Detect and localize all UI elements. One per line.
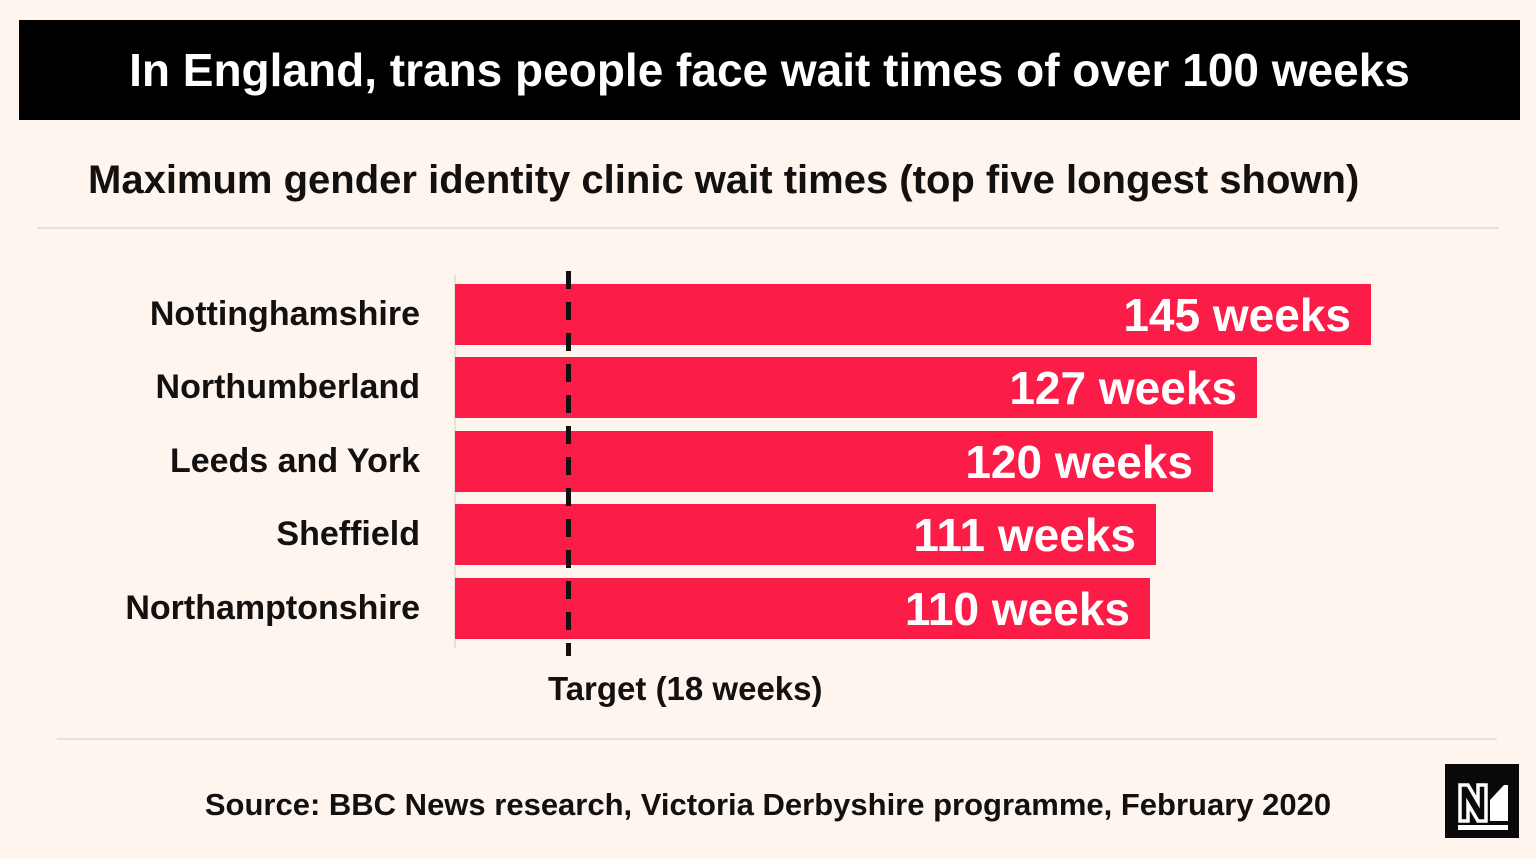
target-label: Target (18 weeks) <box>548 670 823 707</box>
value-label: 111 weeks <box>913 508 1136 561</box>
bar: 111 weeks <box>455 504 1156 565</box>
value-label: 120 weeks <box>965 435 1193 488</box>
novara-media-logo <box>1445 764 1519 838</box>
source-text: Source: BBC News research, Victoria Derb… <box>204 787 1332 822</box>
bar: 127 weeks <box>455 357 1257 418</box>
header-bar: In England, trans people face wait times… <box>19 20 1520 120</box>
logo-letter-m-solid <box>1490 785 1508 821</box>
divider-bottom <box>57 738 1497 740</box>
divider-top <box>37 227 1499 229</box>
logo-underline <box>1458 825 1508 830</box>
chart-row: Leeds and York 120 weeks <box>0 431 1536 492</box>
chart-title: Maximum gender identity clinic wait time… <box>88 158 1360 202</box>
category-label: Nottinghamshire <box>149 295 420 333</box>
value-label: 145 weeks <box>1123 288 1351 341</box>
page-title: In England, trans people face wait times… <box>129 44 1410 96</box>
bar: 145 weeks <box>455 284 1371 345</box>
bar: 120 weeks <box>455 431 1213 492</box>
chart-row: Nottinghamshire 145 weeks <box>0 284 1536 345</box>
value-label: 110 weeks <box>904 582 1130 635</box>
category-label: Leeds and York <box>169 442 420 480</box>
category-label: Northamptonshire <box>125 589 420 627</box>
chart-rows: Nottinghamshire 145 weeks Northumberland 12… <box>0 284 1536 654</box>
chart-row: Northumberland 127 weeks <box>0 357 1536 418</box>
chart-row: Northamptonshire 110 weeks <box>0 578 1536 639</box>
logo-letter-n-outline <box>1458 783 1488 823</box>
category-label: Sheffield <box>276 515 420 553</box>
value-label: 127 weeks <box>1009 361 1237 414</box>
target-line <box>566 271 571 656</box>
category-label: Northumberland <box>155 368 420 406</box>
chart-row: Sheffield 111 weeks <box>0 504 1536 565</box>
bar: 110 weeks <box>455 578 1150 639</box>
